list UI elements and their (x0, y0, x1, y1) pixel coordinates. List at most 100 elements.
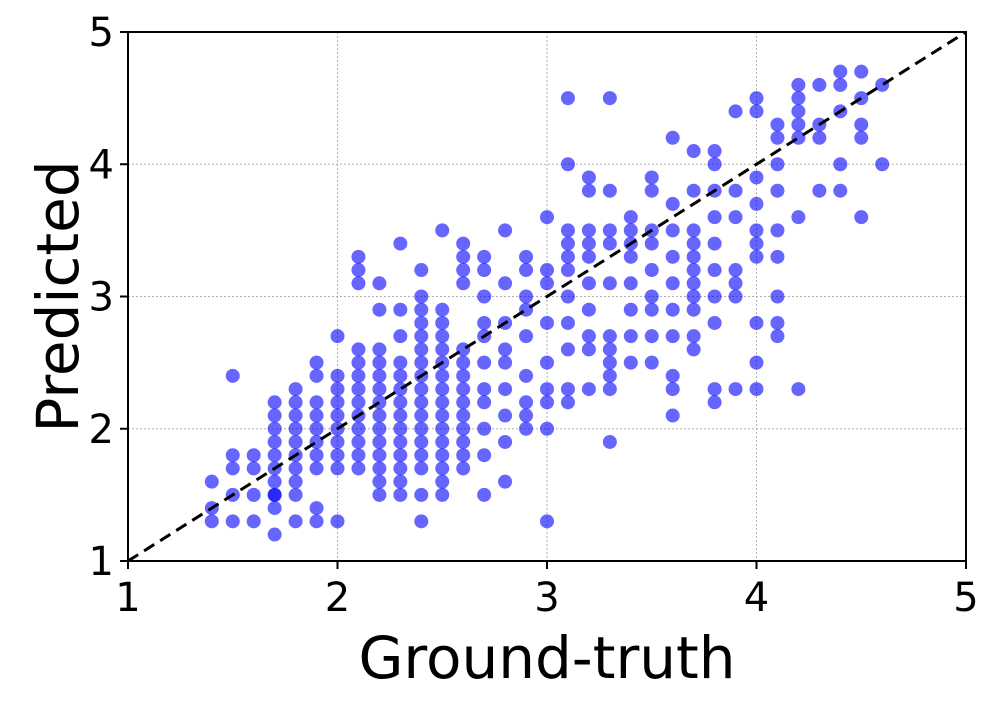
scatter-point (372, 448, 387, 463)
scatter-point (728, 263, 743, 278)
scatter-point (728, 183, 743, 198)
scatter-point (644, 263, 659, 278)
scatter-point (644, 183, 659, 198)
scatter-point (456, 382, 471, 397)
scatter-point (288, 461, 303, 476)
scatter-point (330, 434, 345, 449)
scatter-point (393, 448, 408, 463)
scatter-point (330, 514, 345, 529)
scatter-point (602, 355, 617, 370)
scatter-point (854, 210, 869, 225)
scatter-point (267, 395, 282, 410)
scatter-point (581, 302, 596, 317)
scatter-point (686, 329, 701, 344)
scatter-point (330, 382, 345, 397)
scatter-point (707, 263, 722, 278)
scatter-point (288, 514, 303, 529)
scatter-point (372, 421, 387, 436)
scatter-point (686, 249, 701, 264)
scatter-point (833, 64, 848, 79)
scatter-point (372, 368, 387, 383)
scatter-point (456, 276, 471, 291)
scatter-point (560, 249, 575, 264)
scatter-point (456, 461, 471, 476)
scatter-point (477, 263, 492, 278)
scatter-point (309, 421, 324, 436)
scatter-point (351, 382, 366, 397)
scatter-point (372, 355, 387, 370)
scatter-point (414, 315, 429, 330)
scatter-point (456, 368, 471, 383)
scatter-point (540, 514, 554, 529)
scatter-point (435, 474, 450, 489)
scatter-point (770, 130, 785, 145)
scatter-point (414, 461, 429, 476)
scatter-point (456, 355, 471, 370)
scatter-point (309, 408, 324, 423)
scatter-point (686, 276, 701, 291)
scatter-point (267, 448, 282, 463)
scatter-point (477, 355, 492, 370)
scatter-point (602, 342, 617, 357)
scatter-point (560, 342, 575, 357)
scatter-point (435, 487, 450, 502)
scatter-point (372, 474, 387, 489)
scatter-point (351, 342, 366, 357)
scatter-point (225, 514, 240, 529)
scatter-point (435, 342, 450, 357)
scatter-point (707, 289, 722, 304)
scatter-point (414, 342, 429, 357)
scatter-point (225, 368, 240, 383)
scatter-point (435, 408, 450, 423)
scatter-point (351, 461, 366, 476)
scatter-point (749, 315, 764, 330)
x-tick-label: 1 (115, 575, 140, 621)
scatter-point (246, 514, 261, 529)
scatter-point (686, 236, 701, 251)
scatter-point (456, 448, 471, 463)
scatter-point (267, 421, 282, 436)
scatter-point (644, 302, 659, 317)
scatter-point (414, 434, 429, 449)
scatter-point (686, 289, 701, 304)
scatter-point (225, 448, 240, 463)
scatter-point (540, 355, 554, 370)
scatter-point (707, 144, 722, 159)
scatter-point (351, 249, 366, 264)
scatter-point (414, 382, 429, 397)
scatter-point (623, 223, 638, 238)
scatter-point (414, 395, 429, 410)
scatter-point (435, 461, 450, 476)
scatter-point (728, 276, 743, 291)
y-tick-label: 5 (89, 10, 114, 56)
scatter-point (707, 315, 722, 330)
scatter-point (623, 302, 638, 317)
scatter-point (519, 329, 534, 344)
scatter-point (456, 434, 471, 449)
x-tick-label: 5 (953, 575, 978, 621)
scatter-point (309, 448, 324, 463)
scatter-point (288, 487, 303, 502)
scatter-point (686, 223, 701, 238)
scatter-point (498, 382, 513, 397)
scatter-point (519, 368, 534, 383)
scatter-point (560, 157, 575, 172)
scatter-point (623, 355, 638, 370)
scatter-point (728, 210, 743, 225)
scatter-point (644, 329, 659, 344)
scatter-point (560, 236, 575, 251)
scatter-point (728, 382, 743, 397)
x-tick-label: 2 (325, 575, 350, 621)
scatter-point (791, 382, 806, 397)
scatter-point (602, 368, 617, 383)
scatter-point (393, 395, 408, 410)
scatter-point (309, 501, 324, 516)
scatter-point (330, 329, 345, 344)
scatter-point (330, 368, 345, 383)
scatter-point (414, 289, 429, 304)
scatter-point (435, 302, 450, 317)
scatter-point (435, 315, 450, 330)
scatter-point (791, 117, 806, 132)
scatter-point (540, 382, 554, 397)
y-tick-label: 1 (89, 539, 114, 585)
